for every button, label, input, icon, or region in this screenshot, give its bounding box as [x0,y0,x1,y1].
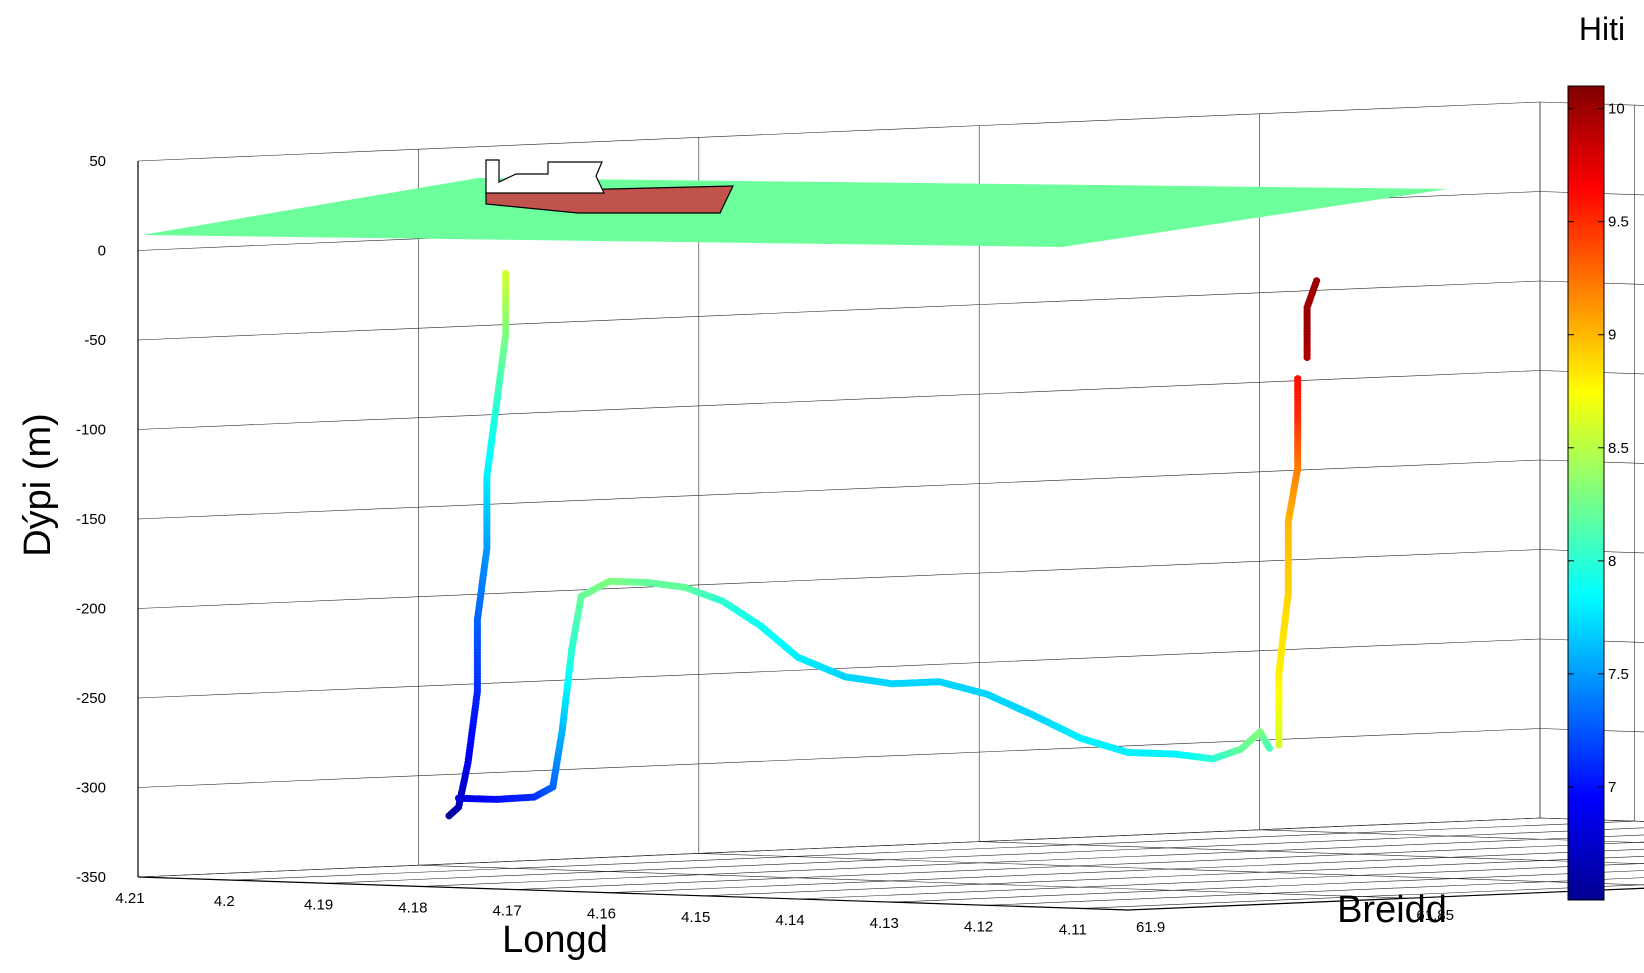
z-tick-label: -300 [76,780,106,797]
floor-grid-line [609,848,1644,894]
y-tick-label: 61.9 [1136,919,1165,936]
z-axis-label: Dýpi (m) [17,413,59,557]
side-wall-grid-line [137,549,1541,609]
axes-grid [137,101,1644,911]
track-point [1313,277,1321,285]
floor-grid-line [418,864,1409,899]
x-axis-line [137,876,1129,911]
floor-grid-line [698,853,1644,886]
floor-grid-line [326,827,1644,884]
x-tick-label: 4.2 [214,893,235,910]
trawl-track [445,269,1321,820]
track-point [445,812,453,820]
y-tick-label: 61.85 [1416,907,1454,924]
side-wall-grid-line [137,280,1541,341]
x-tick-label: 4.15 [681,909,710,926]
colorbar-ticks: 7 7.5 8 8.5 9 9.5 10 [1568,101,1629,796]
z-tick-label: 50 [89,153,106,170]
side-wall-grid-line [137,459,1541,520]
colorbar [1567,85,1605,901]
colorbar-tick-label: 7 [1608,779,1616,796]
floor-grid-line [979,841,1644,865]
side-wall-grid-line [137,370,1541,430]
x-tick-label: 4.14 [775,912,804,929]
colorbar-tick-label: 10 [1608,101,1625,118]
floor-grid-line [986,877,1644,906]
y-axis-label: Breidd [1337,889,1447,931]
x-tick-label: 4.19 [304,896,333,913]
x-tick-label: 4.12 [964,918,993,935]
track-point [1294,375,1302,383]
side-wall-grid-line [137,638,1541,699]
colorbar-tick-label: 9.5 [1608,214,1629,231]
x-tick-label: 4.17 [493,903,522,920]
z-tick-label: -200 [76,601,106,618]
y-axis-line [1127,887,1644,911]
track-point [1265,744,1273,752]
floor-grid-line [515,841,1644,890]
side-wall-grid-line [137,728,1541,788]
axis-ticks: 4.21 4.2 4.19 4.18 4.17 4.16 4.15 4.14 4.13 4.12 4… [76,153,1454,938]
x-tick-label: 4.18 [398,899,427,916]
colorbar-title: Hiti [1579,11,1625,47]
z-tick-label: -150 [76,511,106,528]
floor-grid-line [1080,884,1644,909]
sea-surface-layer [142,159,1448,247]
z-tick-label: -50 [84,332,106,349]
sea-surface [142,178,1448,247]
x-tick-label: 4.13 [870,915,899,932]
x-axis-label: Longd [502,919,608,961]
colorbar-tick-label: 8.5 [1608,440,1629,457]
colorbar-tick-label: 9 [1608,327,1616,344]
z-tick-label: 0 [98,243,106,260]
floor-grid-line [232,820,1635,881]
z-tick-label: -350 [76,869,106,886]
z-tick-label: -250 [76,690,106,707]
boat-cabin [485,159,605,194]
colorbar-tick-label: 8 [1608,553,1616,570]
floor-grid-line [1259,829,1644,843]
x-tick-label: 4.16 [587,906,616,923]
x-tick-label: 4.21 [115,890,144,907]
side-wall-grid-line [137,817,1541,878]
x-tick-label: 4.11 [1059,921,1087,938]
side-wall-grid-line [137,101,1541,162]
colorbar-tick-label: 7.5 [1608,666,1629,683]
floor-grid-line [703,855,1644,897]
floor-grid-line [797,863,1644,900]
z-tick-label: -100 [76,422,106,439]
